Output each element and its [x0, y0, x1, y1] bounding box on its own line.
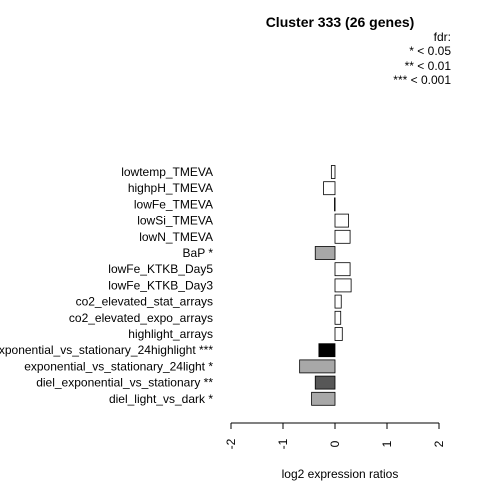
category-label: exponential_vs_stationary_24light * [24, 359, 213, 373]
category-label: lowtemp_TMEVA [121, 165, 213, 179]
bar [314, 375, 336, 390]
category-label: lowFe_TMEVA [134, 197, 213, 211]
bar [334, 197, 336, 212]
bar [334, 327, 343, 341]
bar [330, 165, 336, 179]
category-label: co2_elevated_stat_arrays [76, 295, 213, 309]
category-label: lowFe_KTKB_Day5 [108, 262, 213, 276]
legend-line: *** < 0.001 [393, 73, 451, 87]
bar-group [299, 165, 352, 406]
bar [334, 262, 351, 277]
chart-title: Cluster 333 (26 genes) [266, 14, 415, 30]
category-label: diel_light_vs_dark * [109, 392, 213, 406]
x-tick-label: 2 [432, 440, 446, 447]
category-label: diel_exponential_vs_stationary ** [36, 376, 213, 390]
x-tick-label: 1 [380, 440, 394, 447]
bar [334, 213, 349, 228]
x-tick-label: 0 [328, 440, 342, 447]
legend-line: ** < 0.01 [405, 59, 452, 73]
bar [311, 391, 336, 406]
category-label-group: lowtemp_TMEVA highpH_TMEVA lowFe_TMEVA lowS… [0, 165, 213, 406]
bar [334, 229, 351, 244]
x-tick-group: -2 -1 0 1 2 [224, 423, 446, 449]
legend-line: fdr: [434, 30, 451, 44]
x-tick-label: -2 [224, 438, 238, 449]
category-label: BaP * [183, 246, 214, 260]
category-label: exponential_vs_stationary_24highlight **… [0, 343, 213, 357]
x-tick-label: -1 [276, 438, 290, 449]
bar [299, 359, 336, 374]
bar [334, 294, 342, 309]
bar [314, 246, 336, 260]
bar [334, 278, 352, 293]
x-axis-label: log2 expression ratios [282, 467, 399, 481]
bar [323, 181, 336, 196]
bar [318, 343, 336, 358]
legend: fdr: * < 0.05 ** < 0.01 *** < 0.001 [393, 30, 451, 87]
category-label: co2_elevated_expo_arrays [69, 311, 213, 325]
category-label: highlight_arrays [128, 327, 213, 341]
legend-line: * < 0.05 [409, 44, 451, 58]
category-label: highpH_TMEVA [128, 181, 213, 195]
category-label: lowN_TMEVA [139, 230, 213, 244]
bar [334, 310, 342, 325]
category-label: lowSi_TMEVA [137, 214, 213, 228]
category-label: lowFe_KTKB_Day3 [108, 278, 213, 292]
